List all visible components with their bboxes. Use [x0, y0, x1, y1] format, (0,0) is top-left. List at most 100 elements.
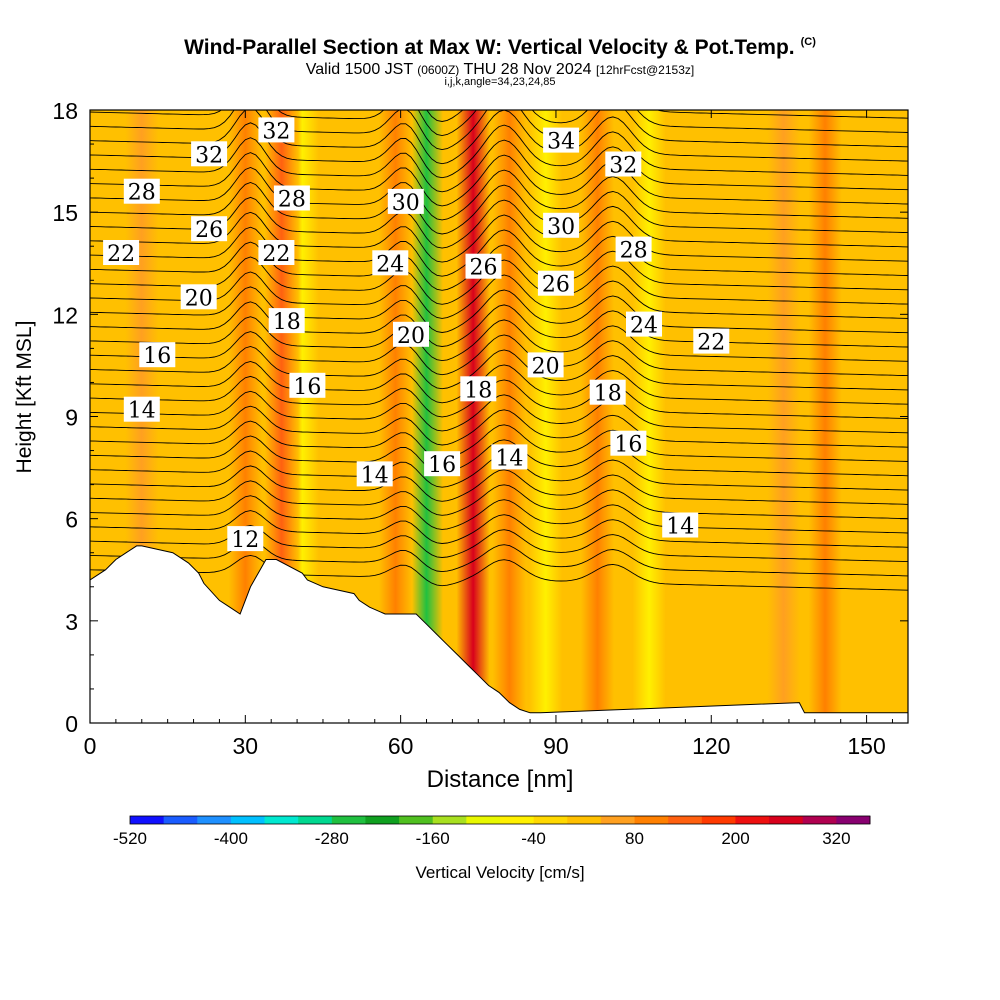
contour-label-text: 14 [495, 446, 523, 471]
theta-contour-line [90, 18, 908, 79]
contour-label-bg [626, 311, 662, 337]
contour-label-bg [273, 185, 310, 211]
contour-label: 30 [387, 188, 424, 216]
contour-label-text: 16 [428, 453, 456, 478]
contour-label-bg [180, 284, 217, 310]
contour-label-text: 28 [278, 188, 306, 213]
contour-label-text: 14 [128, 399, 156, 424]
contour-label: 14 [491, 444, 528, 471]
colorbar-swatch [500, 816, 535, 824]
theta-contour-line [90, 420, 908, 462]
contour-label: 24 [372, 250, 409, 277]
contour-label-bg [227, 526, 264, 552]
contour-label: 28 [273, 185, 310, 213]
contour-label-bg [139, 342, 176, 368]
contour-label-bg [123, 396, 160, 422]
contour-label-text: 24 [376, 252, 404, 277]
y-tick-label: 0 [65, 711, 78, 737]
contour-label: 20 [527, 352, 564, 379]
contour-label-bg [258, 117, 295, 143]
colorbar-tick-label: -160 [416, 829, 450, 848]
contour-label-bg [693, 328, 730, 354]
contour-label: 20 [393, 321, 429, 349]
subtitle-forecast: [12hrFcst@2153z] [595, 63, 695, 77]
contour-label: 16 [139, 342, 176, 369]
colorbar-swatch [533, 816, 568, 824]
colorbar-frame [129, 815, 871, 825]
contour-label: 18 [268, 308, 305, 335]
y-tick-label: 9 [65, 405, 78, 431]
colorbar-swatch [230, 816, 266, 824]
x-tick-label: 120 [692, 733, 730, 759]
colorbar-tick-label: 80 [625, 829, 644, 848]
contour-label-bg [460, 376, 497, 402]
contour-label: 14 [662, 512, 699, 540]
contour-label-text: 32 [262, 119, 290, 144]
contour-label-bg [103, 240, 140, 265]
subtitle-utc: (0600Z) [417, 63, 460, 77]
colorbar-swatch [735, 816, 770, 824]
theta-contour-line [426, 110, 908, 122]
axes: 0 30 60 90 120 150 0 3 6 9 12 15 18 [52, 98, 908, 759]
contour-label-text: 12 [231, 528, 259, 553]
theta-contour-line [90, 167, 908, 221]
chart-title: Wind-Parallel Section at Max W: Vertical… [0, 36, 1000, 60]
theta-contour-line [90, 390, 908, 434]
contour-label-text: 14 [361, 463, 389, 488]
colorbar-swatch [769, 816, 804, 824]
x-tick-label: 60 [388, 733, 414, 759]
contour-label-text: 26 [542, 273, 570, 298]
title-text: Wind-Parallel Section at Max W: Vertical… [184, 36, 795, 59]
contour-label: 22 [103, 240, 140, 267]
y-tick-label: 18 [52, 98, 78, 124]
contour-label-text: 22 [697, 331, 725, 356]
contour-label-bg [537, 270, 574, 296]
theta-contour-line [90, 0, 908, 37]
contour-label: 22 [693, 328, 730, 356]
contour-label: 18 [460, 376, 497, 403]
contour-label: 32 [605, 151, 642, 179]
x-tick-label: 150 [847, 733, 885, 759]
contour-label-text: 30 [547, 215, 575, 240]
theta-contour-line [90, 346, 908, 391]
colorbar-tick-label: 320 [822, 829, 850, 848]
contour-label: 22 [258, 240, 295, 267]
contour-label: 26 [465, 253, 502, 281]
colorbar-swatch [567, 816, 602, 824]
contour-label-bg [258, 240, 295, 265]
theta-contour-line [90, 226, 908, 277]
subtitle-date: THU 28 Nov 2024 [463, 61, 592, 78]
contour-label: 14 [123, 396, 160, 424]
colorbar-swatch [130, 816, 165, 824]
theta-contour-line [90, 241, 908, 291]
contour-label-bg [372, 250, 409, 276]
y-tick-label: 3 [65, 609, 78, 635]
contour-label-text: 20 [532, 354, 560, 379]
theta-contour-line [90, 110, 908, 165]
contour-label: 32 [258, 117, 295, 144]
contour-label-text: 16 [614, 433, 642, 458]
theta-contour-line [90, 48, 908, 107]
contour-label-text: 18 [464, 378, 492, 403]
contour-label-text: 32 [609, 154, 637, 179]
x-axis-label: Distance [nm] [426, 766, 574, 793]
contour-label: 34 [543, 127, 580, 155]
contour-label-bg [191, 216, 228, 242]
contour-label-text: 32 [195, 143, 223, 168]
contour-label: 16 [424, 451, 461, 478]
x-tick-label: 30 [233, 733, 259, 759]
theta-contour-line [90, 152, 908, 207]
contour-label-bg [123, 178, 160, 204]
contour-label: 20 [180, 284, 217, 311]
contour-label-bg [289, 372, 326, 398]
contour-label-text: 18 [594, 382, 622, 407]
theta-contour-line [90, 435, 908, 477]
contour-label-bg [356, 461, 393, 487]
contour-labels: 12 14 14 14 14 16 16 16 16 18 18 18 20 20 20 22 22 22 24 24… [103, 117, 730, 553]
y-tick-label: 12 [52, 302, 78, 328]
contour-label: 30 [543, 212, 580, 240]
colorbar-swatch [399, 816, 434, 824]
contour-label-text: 26 [470, 256, 498, 281]
contour-label-text: 22 [107, 242, 135, 267]
